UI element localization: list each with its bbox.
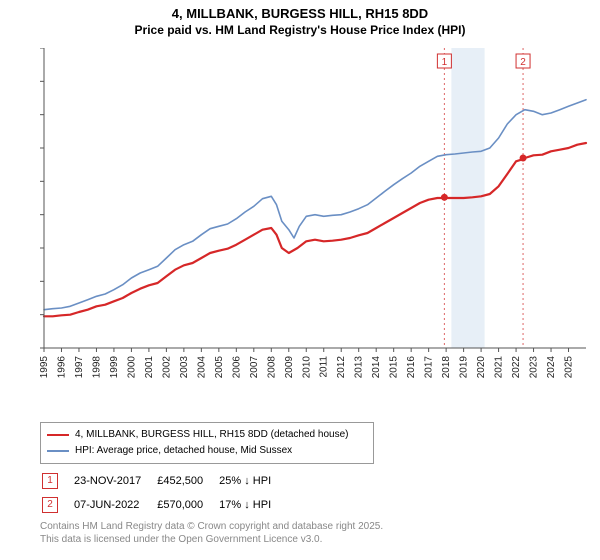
svg-text:2023: 2023 — [529, 356, 540, 379]
svg-text:2019: 2019 — [459, 356, 470, 379]
sales-table: 1 23-NOV-2017 £452,500 25% ↓ HPI 2 07-JU… — [40, 468, 287, 518]
sale-date-2: 07-JUN-2022 — [74, 494, 155, 516]
sale-price-2: £570,000 — [157, 494, 217, 516]
svg-text:2005: 2005 — [214, 356, 225, 379]
svg-text:1: 1 — [442, 57, 448, 68]
legend-label-price: 4, MILLBANK, BURGESS HILL, RH15 8DD (det… — [75, 427, 348, 443]
title-subtitle: Price paid vs. HM Land Registry's House … — [0, 23, 600, 39]
svg-text:2021: 2021 — [494, 356, 505, 379]
sale-delta-1: 25% ↓ HPI — [219, 470, 285, 492]
svg-text:2010: 2010 — [301, 356, 312, 379]
svg-text:2022: 2022 — [511, 356, 522, 379]
chart-container: 4, MILLBANK, BURGESS HILL, RH15 8DD Pric… — [0, 0, 600, 560]
svg-text:2016: 2016 — [406, 356, 417, 379]
title-block: 4, MILLBANK, BURGESS HILL, RH15 8DD Pric… — [0, 0, 600, 38]
svg-text:1998: 1998 — [91, 356, 102, 379]
svg-text:2003: 2003 — [179, 356, 190, 379]
chart-area: £0£100K£200K£300K£400K£500K£600K£700K£80… — [40, 48, 590, 378]
svg-text:1996: 1996 — [56, 356, 67, 379]
sale-badge-1: 1 — [42, 473, 58, 489]
legend-label-hpi: HPI: Average price, detached house, Mid … — [75, 443, 292, 459]
svg-text:2011: 2011 — [319, 356, 330, 378]
svg-text:2007: 2007 — [249, 356, 260, 379]
sale-price-1: £452,500 — [157, 470, 217, 492]
footer-attribution: Contains HM Land Registry data © Crown c… — [40, 520, 383, 546]
svg-text:2025: 2025 — [564, 356, 575, 379]
sale-delta-2: 17% ↓ HPI — [219, 494, 285, 516]
legend-row-hpi: HPI: Average price, detached house, Mid … — [47, 443, 367, 459]
legend-box: 4, MILLBANK, BURGESS HILL, RH15 8DD (det… — [40, 422, 374, 464]
svg-text:2014: 2014 — [371, 356, 382, 379]
svg-text:2015: 2015 — [389, 356, 400, 379]
legend-swatch-price — [47, 434, 69, 436]
svg-text:2006: 2006 — [231, 356, 242, 379]
sale-date-1: 23-NOV-2017 — [74, 470, 155, 492]
title-address: 4, MILLBANK, BURGESS HILL, RH15 8DD — [0, 6, 600, 23]
footer-line1: Contains HM Land Registry data © Crown c… — [40, 520, 383, 533]
svg-text:2008: 2008 — [266, 356, 277, 379]
chart-svg: £0£100K£200K£300K£400K£500K£600K£700K£80… — [40, 48, 590, 418]
legend-row-price: 4, MILLBANK, BURGESS HILL, RH15 8DD (det… — [47, 427, 367, 443]
svg-text:2020: 2020 — [476, 356, 487, 379]
svg-text:2004: 2004 — [196, 356, 207, 379]
svg-text:2012: 2012 — [336, 356, 347, 379]
table-row: 1 23-NOV-2017 £452,500 25% ↓ HPI — [42, 470, 285, 492]
svg-text:2000: 2000 — [126, 356, 137, 379]
svg-text:2009: 2009 — [284, 356, 295, 379]
svg-text:1999: 1999 — [109, 356, 120, 379]
sale-badge-2: 2 — [42, 497, 58, 513]
svg-text:2001: 2001 — [144, 356, 155, 379]
svg-text:2013: 2013 — [354, 356, 365, 379]
footer-line2: This data is licensed under the Open Gov… — [40, 533, 383, 546]
svg-text:2018: 2018 — [441, 356, 452, 379]
svg-text:1995: 1995 — [40, 356, 50, 379]
table-row: 2 07-JUN-2022 £570,000 17% ↓ HPI — [42, 494, 285, 516]
svg-text:2017: 2017 — [424, 356, 435, 379]
svg-text:2: 2 — [520, 57, 526, 68]
legend-swatch-hpi — [47, 450, 69, 452]
svg-text:2002: 2002 — [161, 356, 172, 379]
svg-text:2024: 2024 — [546, 356, 557, 379]
svg-text:1997: 1997 — [74, 356, 85, 379]
